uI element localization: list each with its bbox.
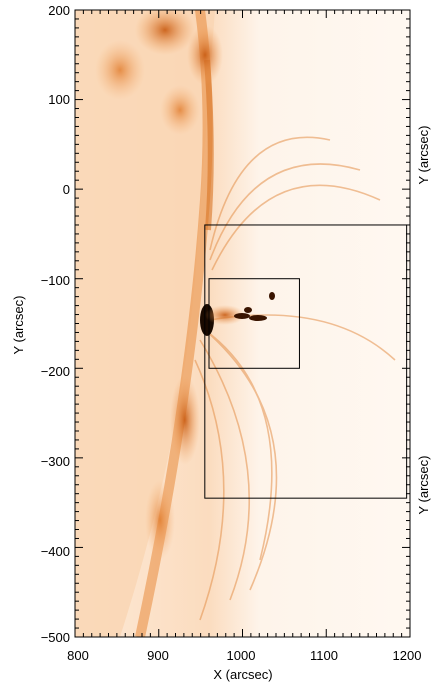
solar-disk [75,10,215,637]
x-tick-label: 1200 [393,648,422,663]
y-axis-title: Y (arcsec) [11,296,26,355]
x-tick-label: 1100 [310,648,338,663]
large-field-box [204,224,408,499]
flare-ribbons [234,292,275,321]
small-field-box [208,278,300,369]
coronal-image [75,10,410,637]
right-y-axis-title-bottom: Y (arcsec) [416,456,431,515]
right-y-axis-title-top: Y (arcsec) [416,126,431,185]
south-limb-region [170,375,200,465]
y-tick-labels: 200 100 0 −100 −200 −300 −400 −500 [41,3,70,645]
y-tick-label: −100 [41,273,70,288]
y-tick-label: −200 [41,364,70,379]
axis-ticks [74,9,411,638]
x-tick-labels: 800 900 1000 1100 1200 [67,648,421,663]
x-tick-label: 800 [67,648,89,663]
overlay-boxes [204,224,408,499]
north-active-region [135,10,195,55]
y-tick-label: 0 [63,182,70,197]
y-tick-label: −500 [41,630,70,645]
x-tick-label: 1000 [227,648,256,663]
x-tick-label: 900 [147,648,169,663]
y-tick-label: −400 [41,544,70,559]
y-tick-label: 200 [48,3,70,18]
x-axis-title: X (arcsec) [213,667,272,682]
y-tick-label: −300 [41,454,70,469]
y-tick-label: 100 [48,92,70,107]
